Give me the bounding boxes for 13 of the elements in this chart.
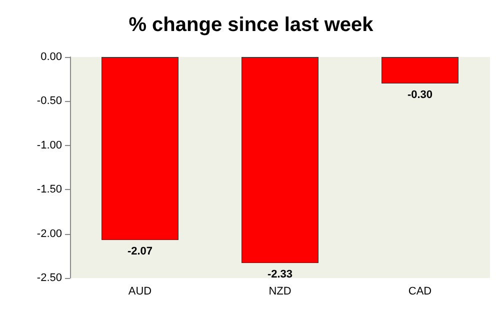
x-tick-label: CAD [408, 286, 432, 298]
y-tick-label: -1.50 [36, 184, 62, 196]
y-tick-label: -0.50 [36, 95, 62, 108]
x-tick-label: NZD [268, 286, 292, 298]
y-tick-label: 0.00 [40, 51, 62, 63]
y-tick-label: -2.50 [36, 272, 62, 284]
data-label: -2.33 [267, 268, 293, 280]
x-tick-label: AUD [128, 286, 152, 298]
y-tick-label: -2.00 [36, 228, 62, 240]
data-label: -2.07 [127, 245, 153, 258]
data-label: -0.30 [407, 89, 433, 102]
y-tick-label: -1.00 [36, 139, 62, 152]
chart-title: % change since last week [128, 14, 374, 36]
